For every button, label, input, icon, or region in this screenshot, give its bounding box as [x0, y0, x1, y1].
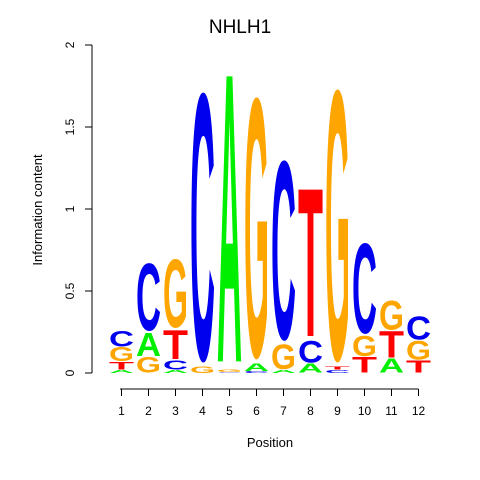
logo-letter-A: A [271, 369, 296, 374]
x-tick-label: 9 [334, 404, 341, 418]
logo-letter-T: T [352, 352, 377, 377]
x-tick-label: 3 [172, 404, 179, 418]
logo-letter-A: A [298, 361, 323, 376]
logo-letter-G: G [352, 331, 377, 363]
logo-letter-G: G [217, 369, 242, 373]
logo-letter-C: C [406, 310, 431, 347]
chart-title: NHLH1 [209, 17, 271, 38]
y-tick-label: 0.5 [63, 282, 77, 299]
logo-letter-C: C [136, 245, 161, 351]
logo-letter-G: G [136, 352, 161, 377]
logo-letter-C: C [217, 372, 242, 373]
x-tick-label: 1 [118, 404, 125, 418]
x-tick-label: 12 [412, 404, 426, 418]
x-tick-label: 5 [226, 404, 233, 418]
logo-letter-G: G [379, 291, 404, 338]
logo-letter-A: A [244, 362, 269, 374]
logo-letter-A: A [217, 0, 242, 450]
x-tick-label: 7 [280, 404, 287, 418]
logo-letter-T: T [109, 360, 134, 372]
x-tick-label: 6 [253, 404, 260, 418]
logo-letter-C: C [271, 107, 296, 393]
logo-letter-A: A [136, 327, 161, 364]
logo-letter-A: A [379, 354, 404, 377]
x-tick-label: 8 [307, 404, 314, 418]
y-axis-label: Information content [30, 154, 45, 266]
logo-letter-C: C [109, 327, 134, 351]
x-tick-label: 11 [385, 404, 398, 418]
logo-letter-A: A [163, 369, 188, 374]
logo-letter-G: G [406, 336, 431, 366]
logo-letter-T: T [325, 366, 350, 371]
y-axis: 0 0.5 1 1.5 2 [63, 41, 93, 376]
logo-letter-C: C [325, 369, 350, 374]
y-tick-label: 2 [63, 41, 77, 48]
logo-letter-A: A [109, 369, 134, 374]
x-tick-label: 2 [145, 404, 152, 418]
logo-letter-G: G [244, 20, 269, 434]
x-tick-label: 10 [358, 404, 372, 418]
x-axis-label: Position [247, 435, 293, 450]
logo-letter-T: T [379, 324, 404, 366]
logo-letter-G: G [163, 239, 188, 348]
logo-letter-T: T [406, 356, 431, 376]
y-tick-label: 0 [63, 369, 77, 376]
logo-letter-C: C [190, 15, 215, 440]
logo-letter-C: C [298, 334, 323, 369]
logo-letter-C: C [163, 357, 188, 372]
logo-letter-G: G [190, 365, 215, 375]
logo-letter-T: T [298, 144, 323, 381]
y-tick-label: 1.5 [63, 118, 77, 135]
y-tick-label: 1 [63, 205, 77, 212]
x-tick-label: 4 [199, 404, 206, 418]
logo-letter-G: G [109, 343, 134, 365]
x-axis: 1 2 3 4 5 6 7 8 9 10 11 12 [118, 388, 426, 418]
logo-letter-C: C [244, 371, 269, 373]
logo-letter-T: T [163, 320, 188, 368]
logo-letter-G: G [271, 338, 296, 378]
logo-letter-G: G [325, 9, 350, 440]
logo-letter-C: C [352, 217, 377, 360]
